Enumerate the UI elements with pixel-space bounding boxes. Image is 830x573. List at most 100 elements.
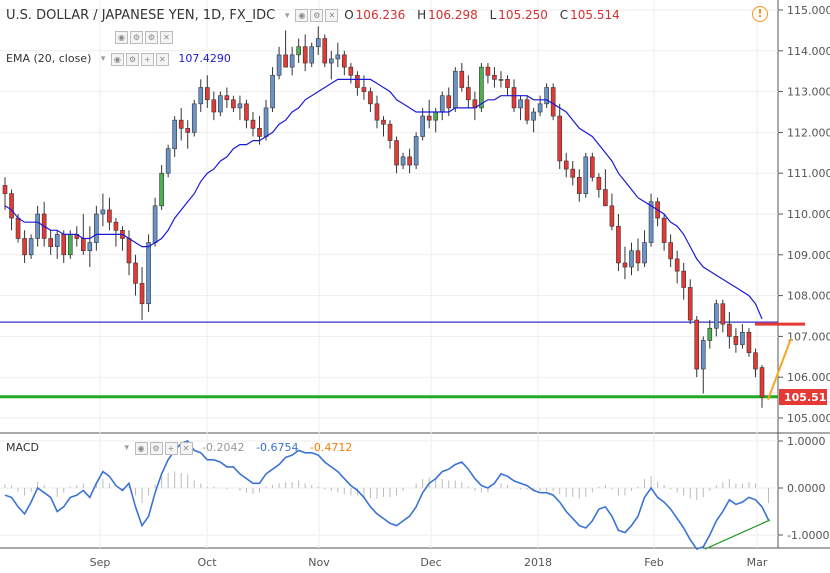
- candle-body: [283, 54, 288, 68]
- info-icon[interactable]: !: [752, 6, 768, 22]
- candle-body: [257, 128, 262, 137]
- gear-icon[interactable]: ⚙: [130, 31, 143, 44]
- candle-body: [172, 119, 177, 150]
- plus-icon[interactable]: +: [140, 52, 154, 66]
- candle-body: [727, 323, 732, 337]
- gear-icon[interactable]: ⚙: [149, 441, 163, 455]
- macd-line-value: -0.6754: [255, 441, 299, 454]
- candle-body: [107, 209, 112, 223]
- candle-body: [407, 156, 412, 166]
- candle-body: [544, 87, 549, 105]
- candle-body: [244, 103, 249, 121]
- candle-body: [224, 95, 230, 101]
- chevron-down-icon[interactable]: ▾: [124, 443, 130, 453]
- ema-label: EMA (20, close): [6, 52, 92, 65]
- close-icon[interactable]: ✕: [179, 441, 193, 455]
- candle-body: [276, 54, 282, 76]
- candle-body: [622, 262, 628, 268]
- price-badge: [779, 389, 827, 406]
- candle-body: [22, 238, 27, 256]
- gear-icon[interactable]: ⚙: [125, 52, 139, 66]
- candle-body: [355, 74, 360, 88]
- eye-icon[interactable]: ◉: [115, 31, 128, 44]
- candle-body: [629, 250, 634, 268]
- candle-body: [328, 58, 334, 64]
- candle-body: [302, 46, 308, 64]
- candle-body: [185, 128, 191, 133]
- candle-body: [505, 79, 510, 88]
- y-tick-label: 105.000: [787, 412, 830, 425]
- candle-body: [479, 66, 484, 109]
- ema-line: [4, 78, 763, 320]
- candle-body: [674, 258, 680, 272]
- candle-body: [322, 38, 328, 64]
- candle-body: [211, 99, 217, 113]
- candle-body: [387, 123, 393, 141]
- candle-body: [94, 213, 99, 243]
- macd-y-tick-label: -1.0000: [787, 529, 829, 542]
- x-tick-label: Nov: [308, 556, 330, 569]
- candle-body: [753, 352, 758, 370]
- symbol-toolbar-row2: ◉ ⚙ ⚙ ✕: [115, 30, 175, 44]
- candle-body: [165, 148, 171, 174]
- gear-icon[interactable]: ⚙: [310, 9, 324, 22]
- candle-body: [28, 238, 34, 256]
- candle-body: [381, 119, 386, 125]
- candle-body: [263, 107, 269, 137]
- candle-body: [152, 205, 158, 243]
- candle-body: [635, 250, 641, 264]
- x-tick-label: 2018: [524, 556, 552, 569]
- macd-y-tick-label: 0.0000: [787, 482, 826, 495]
- candle-body: [342, 54, 347, 68]
- symbol-legend: U.S. DOLLAR / JAPANESE YEN, 1D, FX_IDC ▾…: [6, 8, 622, 23]
- candle-body: [681, 270, 686, 288]
- high-value: 106.298: [428, 8, 478, 22]
- candle-body: [426, 115, 432, 121]
- candle-body: [557, 115, 562, 162]
- chevron-down-icon[interactable]: ▾: [285, 10, 290, 21]
- candle-body: [452, 70, 458, 109]
- open-key: O: [344, 8, 354, 22]
- candle-body: [714, 303, 719, 329]
- close-icon[interactable]: ✕: [160, 31, 173, 44]
- candle-body: [439, 95, 445, 113]
- eye-icon[interactable]: ◉: [110, 52, 124, 66]
- eye-icon[interactable]: ◉: [134, 441, 148, 455]
- y-tick-label: 107.000: [787, 330, 830, 343]
- x-tick-label: Dec: [420, 556, 441, 569]
- candle-body: [420, 115, 425, 137]
- candle-body: [720, 303, 726, 325]
- y-tick-label: 106.000: [787, 371, 830, 384]
- candle-body: [374, 103, 380, 121]
- candle-body: [446, 95, 452, 109]
- x-tick-label: Mar: [747, 556, 768, 569]
- eye-icon[interactable]: ◉: [295, 9, 309, 22]
- close-icon[interactable]: ✕: [325, 9, 339, 22]
- candle-body: [590, 156, 595, 178]
- candle-body: [700, 340, 706, 370]
- candle-body: [126, 238, 132, 264]
- gear-icon[interactable]: ⚙: [145, 31, 158, 44]
- close-icon[interactable]: ✕: [155, 52, 169, 66]
- close-key: C: [559, 8, 569, 22]
- candle-body: [459, 70, 465, 88]
- low-value: 105.250: [498, 8, 548, 22]
- chevron-down-icon[interactable]: ▾: [100, 54, 106, 64]
- candle-body: [485, 66, 491, 76]
- candle-body: [492, 74, 497, 80]
- candle-body: [315, 38, 321, 48]
- y-tick-label: 111.000: [787, 167, 830, 180]
- price-badge-label: 105.514: [784, 391, 830, 404]
- candle-body: [335, 54, 341, 60]
- candle-body: [603, 189, 608, 207]
- y-tick-label: 113.000: [787, 86, 830, 99]
- candle-body: [550, 87, 556, 117]
- plus-icon[interactable]: +: [164, 441, 178, 455]
- candle-body: [759, 367, 765, 398]
- candle-body: [694, 319, 700, 370]
- candle-body: [661, 217, 667, 243]
- candle-body: [309, 46, 315, 64]
- candle-body: [740, 332, 745, 345]
